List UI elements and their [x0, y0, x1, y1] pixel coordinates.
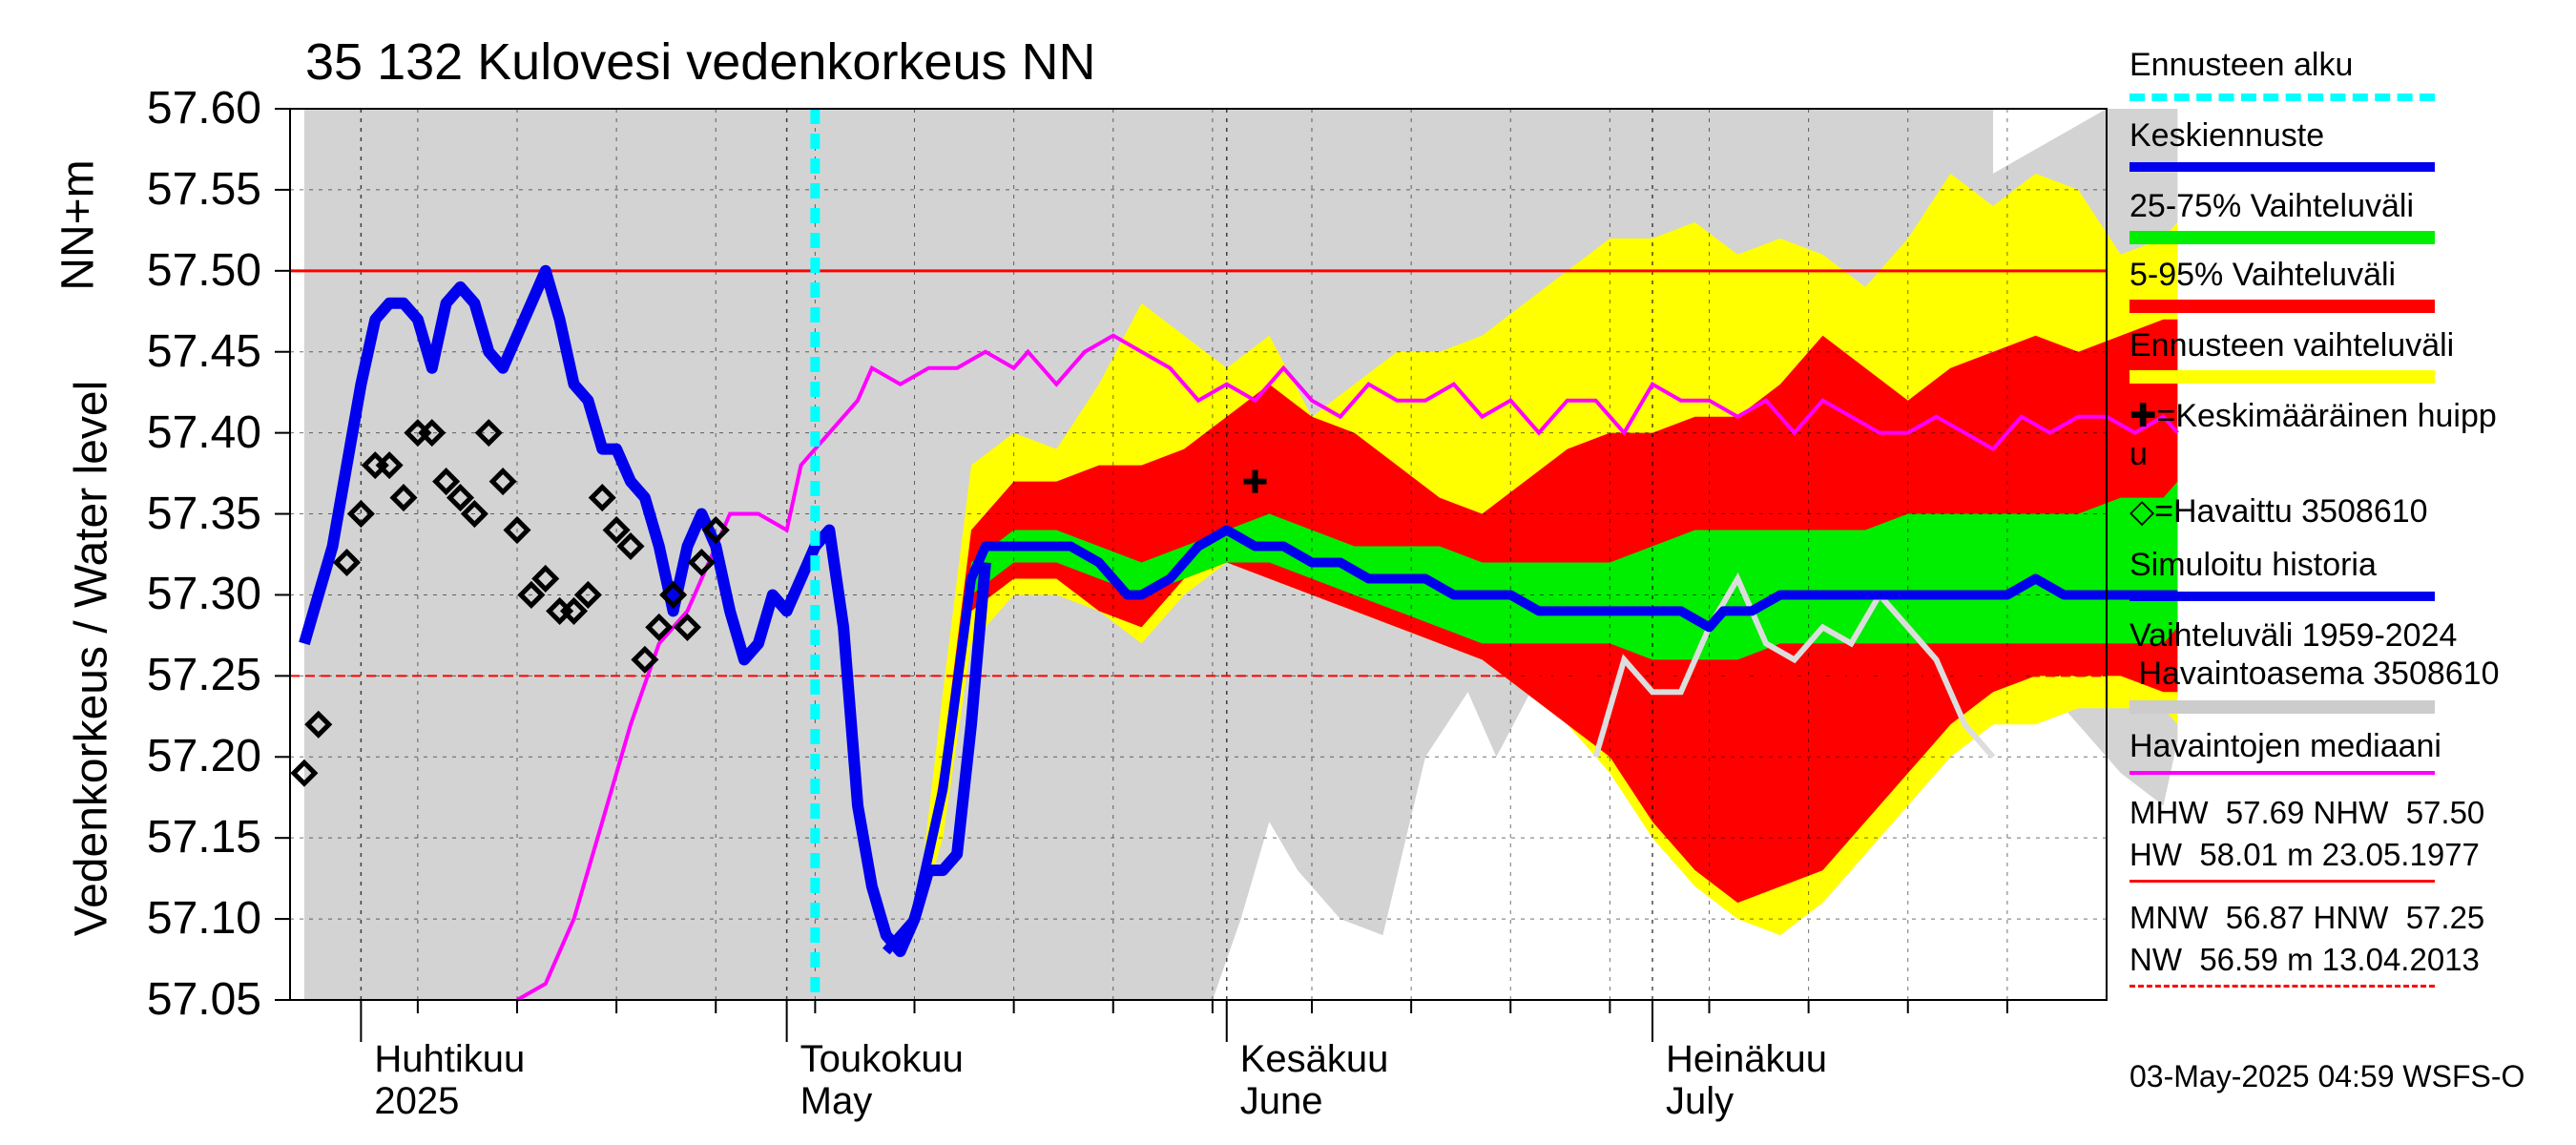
- observed-point: [346, 500, 375, 529]
- month-name: Kesäkuu: [1239, 1038, 1389, 1080]
- legend-mean-forecast: Keskiennuste: [2129, 116, 2576, 172]
- observed-point: [531, 564, 560, 593]
- y-tick-label: 57.10: [146, 893, 261, 945]
- observed-point: [332, 548, 362, 577]
- month-label: Toukokuu May: [800, 1038, 964, 1122]
- stats-nw: NW 56.59 m 13.04.2013: [2129, 942, 2480, 977]
- y-tick-label: 57.35: [146, 488, 261, 539]
- legend-low-stats: MNW 56.87 HNW 57.25 NW 56.59 m 13.04.201…: [2129, 897, 2576, 988]
- legend-range-5-95-label: 5-95% Vaihteluväli: [2129, 257, 2397, 293]
- observed-point: [631, 645, 659, 674]
- simulated-history-line: [299, 264, 991, 958]
- legend-variation-station-label: Havaintoasema 3508610: [2129, 656, 2500, 692]
- month-sub-label: 2025: [374, 1080, 460, 1122]
- legend-forecast-start-label: Ennusteen alku: [2129, 47, 2354, 83]
- plot-frame: [289, 108, 2108, 1001]
- observed-point: [488, 468, 517, 496]
- month-sub-label: May: [800, 1080, 873, 1122]
- legend-median-swatch: [2129, 771, 2435, 775]
- plot-area: [275, 108, 2179, 1042]
- y-tick-label: 57.30: [146, 569, 261, 620]
- observed-point: [602, 515, 631, 545]
- legend-simulated-label: Simuloitu historia: [2129, 547, 2377, 583]
- legend-peak-label-cont: u: [2129, 436, 2148, 472]
- legend-simulated: Simuloitu historia: [2129, 546, 2576, 601]
- y-tick-label: 57.45: [146, 325, 261, 377]
- legend-mean-forecast-label: Keskiennuste: [2129, 117, 2325, 154]
- legend-variation-label: Vaihteluväli 1959-2024: [2129, 617, 2458, 654]
- station-line: [1592, 572, 1996, 760]
- stats-nhw-swatch: [2129, 880, 2435, 883]
- month-label: Huhtikuu 2025: [374, 1038, 525, 1122]
- observed-point: [446, 484, 475, 512]
- stats-mnw-hnw: MNW 56.87 HNW 57.25: [2129, 900, 2485, 935]
- observed-point: [418, 419, 447, 448]
- stats-mhw-nhw: MHW 57.69 NHW 57.50: [2129, 795, 2485, 830]
- observed-point: [460, 500, 488, 529]
- observed-point: [701, 515, 730, 545]
- month-name: Heinäkuu: [1666, 1038, 1828, 1080]
- legend-variation: Vaihteluväli 1959-2024 Havaintoasema 350…: [2129, 616, 2576, 714]
- observed-point: [517, 580, 546, 609]
- observed-point: [645, 613, 674, 641]
- month-sub-label: July: [1666, 1080, 1735, 1122]
- month-sub-label: June: [1239, 1080, 1323, 1122]
- observed-point: [474, 419, 503, 448]
- stats-hnw-swatch: [2129, 985, 2435, 988]
- legend-median: Havaintojen mediaani: [2129, 727, 2576, 775]
- y-tick-label: 57.55: [146, 163, 261, 215]
- y-tick-label: 57.50: [146, 244, 261, 296]
- observed-point: [432, 468, 461, 496]
- legend-range-5-95-swatch: [2129, 300, 2435, 313]
- observed-point: [304, 710, 333, 739]
- chart-title: 35 132 Kulovesi vedenkorkeus NN: [305, 33, 1096, 91]
- observed-point: [673, 613, 702, 641]
- footer-timestamp: 03-May-2025 04:59 WSFS-O: [2129, 1059, 2525, 1093]
- month-name: Toukokuu: [800, 1038, 964, 1080]
- mean-forecast-line: [883, 525, 2178, 955]
- y-tick-label: 57.20: [146, 731, 261, 782]
- observed-point: [375, 451, 404, 480]
- observed-point: [687, 548, 716, 577]
- observed-point: [573, 580, 602, 609]
- legend-variation-swatch: [2129, 700, 2435, 714]
- stats-hw: HW 58.01 m 23.05.1977: [2129, 837, 2480, 872]
- observed-point: [389, 484, 418, 512]
- legend-range-5-95: 5-95% Vaihteluväli: [2129, 256, 2576, 313]
- y-tick-label: 57.05: [146, 974, 261, 1025]
- legend-high-stats: MHW 57.69 NHW 57.50 HW 58.01 m 23.05.197…: [2129, 792, 2576, 883]
- mean-peak-marker: [1243, 469, 1267, 493]
- legend-simulated-swatch: [2129, 592, 2435, 601]
- y-tick-label: 57.40: [146, 406, 261, 458]
- month-label: Kesäkuu June: [1240, 1038, 1389, 1122]
- legend-forecast-range: Ennusteen vaihteluväli: [2129, 326, 2576, 384]
- observed-point: [503, 515, 531, 545]
- observed-point: [588, 484, 616, 512]
- legend-forecast-range-swatch: [2129, 370, 2435, 384]
- y-tick-label: 57.15: [146, 812, 261, 864]
- legend-forecast-start-swatch: [2129, 94, 2435, 101]
- legend: Ennusteen alku Keskiennuste 25-75% Vaiht…: [2129, 0, 2576, 1145]
- y-tick-label: 57.60: [146, 83, 261, 134]
- y-tick-label: 57.25: [146, 650, 261, 701]
- legend-range-25-75-label: 25-75% Vaihteluväli: [2129, 188, 2414, 224]
- legend-observed: ◇=Havaittu 3508610: [2129, 492, 2576, 531]
- legend-peak: ✚=Keskimääräinen huipp u: [2129, 397, 2576, 473]
- month-name: Huhtikuu: [374, 1038, 526, 1080]
- legend-forecast-range-label: Ennusteen vaihteluväli: [2129, 327, 2455, 364]
- observed-point: [659, 580, 688, 609]
- median-line: [516, 333, 2179, 1002]
- observed-point: [290, 759, 319, 787]
- legend-range-25-75-swatch: [2129, 231, 2435, 244]
- month-label: Heinäkuu July: [1666, 1038, 1827, 1122]
- legend-observed-label: ◇=Havaittu 3508610: [2129, 493, 2428, 530]
- legend-mean-forecast-swatch: [2129, 162, 2435, 172]
- legend-forecast-start: Ennusteen alku: [2129, 46, 2576, 101]
- legend-peak-label: ✚=Keskimääräinen huipp: [2129, 398, 2497, 434]
- observed-point: [559, 596, 589, 625]
- observed-point: [616, 531, 645, 561]
- legend-range-25-75: 25-75% Vaihteluväli: [2129, 187, 2576, 244]
- legend-median-label: Havaintojen mediaani: [2129, 728, 2441, 764]
